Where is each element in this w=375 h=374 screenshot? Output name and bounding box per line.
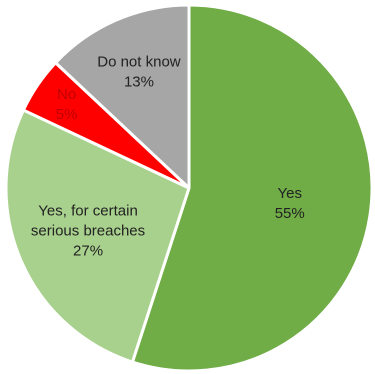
pie-slice-yes-for-certain-serious-breaches: [4, 108, 191, 364]
pie-label-do-not-know: Do not know 13%: [97, 53, 181, 90]
pie-category-label: Do not know: [97, 53, 181, 70]
pie-slices: [4, 3, 374, 373]
pie-value-label: 27%: [73, 243, 103, 260]
pie-value-label: 5%: [56, 106, 78, 123]
pie-label-no: No 5%: [56, 86, 78, 123]
pie-label-yes: Yes 55%: [275, 185, 305, 222]
pie-slice-do-not-know: [54, 3, 191, 190]
pie-category-label: No: [57, 86, 76, 103]
pie-value-label: 55%: [275, 205, 305, 222]
pie-slice-yes: [130, 3, 374, 373]
pie-category-label: Yes, for certain: [38, 203, 138, 220]
pie-category-label: Yes: [277, 185, 301, 202]
pie-category-label: serious breaches: [31, 223, 145, 240]
pie-labels: Yes 55% Yes, for certain serious breaches 27…: [31, 53, 305, 259]
pie-value-label: 13%: [124, 73, 154, 90]
pie-label-yes-for-certain-serious-breaches: Yes, for certain serious breaches 27%: [31, 203, 145, 260]
